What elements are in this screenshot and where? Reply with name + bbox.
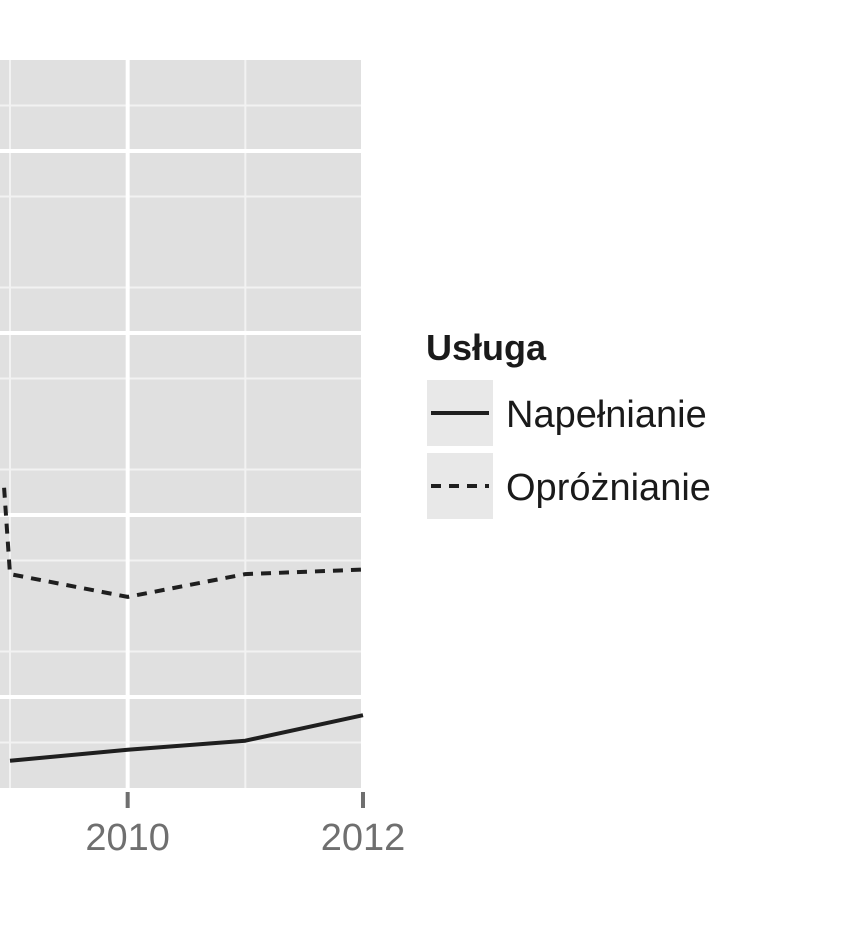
series-line-1 (2, 487, 364, 599)
legend-label-oproznianie: Opróżnianie (506, 467, 711, 509)
legend-title: Usługa (426, 327, 547, 368)
x-axis: 2010 2012 (85, 792, 405, 859)
x-tick-label: 2010 (85, 817, 170, 859)
legend: Usługa Napełnianie Opróżnianie (426, 327, 711, 519)
grid-major (0, 60, 365, 788)
series-layer (2, 487, 364, 763)
legend-label-napelnianie: Napełnianie (506, 394, 707, 436)
plot-panel (0, 60, 363, 788)
x-tick-label: 2012 (321, 817, 406, 859)
grid-minor (0, 60, 363, 788)
series-line-0 (9, 713, 364, 763)
